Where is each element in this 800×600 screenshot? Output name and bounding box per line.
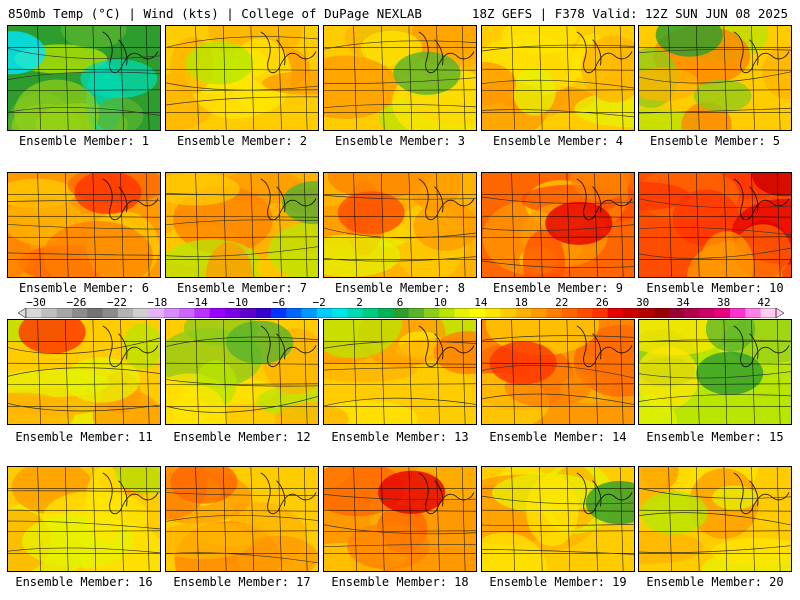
ensemble-member-label: Ensemble Member: 5 [649, 134, 781, 148]
ensemble-member-label: Ensemble Member: 10 [646, 281, 784, 295]
ensemble-member-label: Ensemble Member: 9 [492, 281, 624, 295]
colorbar-tick-label: 6 [396, 296, 404, 309]
ensemble-member-label: Ensemble Member: 1 [18, 134, 150, 148]
ensemble-member-map [323, 466, 477, 572]
ensemble-member-label: Ensemble Member: 14 [489, 430, 627, 444]
ensemble-member-map [481, 319, 635, 425]
ensemble-member-map [165, 172, 319, 278]
ensemble-member-label: Ensemble Member: 6 [18, 281, 150, 295]
colorbar-tick-label: −2 [312, 296, 326, 309]
ensemble-member-map [638, 25, 792, 131]
colorbar-tick-label: 26 [595, 296, 609, 309]
ensemble-member-label: Ensemble Member: 2 [176, 134, 308, 148]
ensemble-member-map [481, 25, 635, 131]
ensemble-member-label: Ensemble Member: 13 [331, 430, 469, 444]
ensemble-member-label: Ensemble Member: 15 [646, 430, 784, 444]
ensemble-member-map [7, 172, 161, 278]
colorbar-tick-label: 22 [555, 296, 569, 309]
ensemble-member-map [323, 172, 477, 278]
colorbar-tick-label: −30 [26, 296, 46, 309]
colorbar-tick-label: −26 [66, 296, 87, 309]
ensemble-member-label: Ensemble Member: 4 [492, 134, 624, 148]
ensemble-member-map [165, 319, 319, 425]
temperature-colorbar [18, 308, 784, 318]
ensemble-member-label: Ensemble Member: 18 [331, 575, 469, 589]
ensemble-member-label: Ensemble Member: 17 [173, 575, 311, 589]
colorbar-tick-label: −22 [106, 296, 127, 309]
colorbar-tick-label: −18 [147, 296, 168, 309]
colorbar-tick-label: 14 [474, 296, 488, 309]
ensemble-member-map [165, 25, 319, 131]
ensemble-member-map [7, 466, 161, 572]
ensemble-member-label: Ensemble Member: 19 [489, 575, 627, 589]
ensemble-member-label: Ensemble Member: 20 [646, 575, 784, 589]
colorbar-tick-label: 38 [716, 296, 731, 309]
ensemble-member-label: Ensemble Member: 12 [173, 430, 311, 444]
colorbar-tick-label: 18 [514, 296, 528, 309]
colorbar-tick-label: 30 [636, 296, 650, 309]
map-title: 850mb Temp (°C) | Wind (kts) | College o… [8, 6, 422, 21]
ensemble-member-map [7, 25, 161, 131]
colorbar-tick-label: −14 [187, 296, 208, 309]
valid-time-label: 18Z GEFS | F378 Valid: 12Z SUN JUN 08 20… [471, 6, 788, 21]
ensemble-member-map [638, 172, 792, 278]
colorbar-tick-label: 34 [676, 296, 690, 309]
ensemble-member-map [481, 172, 635, 278]
ensemble-member-label: Ensemble Member: 11 [15, 430, 153, 444]
ensemble-member-map [638, 466, 792, 572]
ensemble-member-map [165, 466, 319, 572]
ensemble-member-map [323, 25, 477, 131]
colorbar-tick-label: 42 [757, 296, 771, 309]
ensemble-member-label: Ensemble Member: 16 [15, 575, 153, 589]
ensemble-member-map [7, 319, 161, 425]
colorbar-tick-label: −6 [272, 296, 286, 309]
colorbar-tick-label: 10 [433, 296, 448, 309]
colorbar-tick-label: 2 [356, 296, 363, 309]
ensemble-member-map [481, 466, 635, 572]
ensemble-member-label: Ensemble Member: 3 [334, 134, 466, 148]
ensemble-member-label: Ensemble Member: 7 [176, 281, 308, 295]
ensemble-member-label: Ensemble Member: 8 [334, 281, 466, 295]
ensemble-member-map [638, 319, 792, 425]
ensemble-member-map [323, 319, 477, 425]
colorbar-tick-label: −10 [228, 296, 249, 309]
